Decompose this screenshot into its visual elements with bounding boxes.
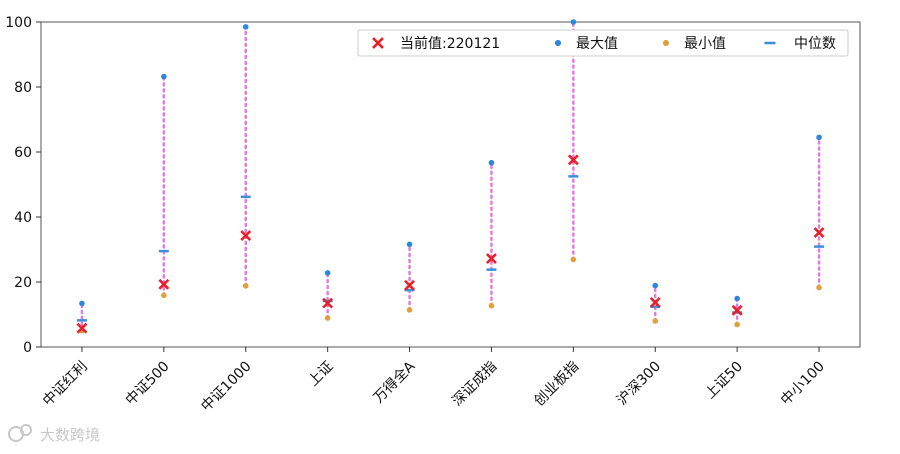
y-tick-label: 60	[14, 145, 32, 161]
min-point	[161, 292, 167, 299]
y-tick-label: 40	[14, 210, 32, 226]
min-point	[816, 284, 822, 291]
min-point	[652, 318, 659, 324]
watermark-text: 大数跨境	[40, 426, 100, 444]
max-point	[79, 300, 85, 307]
legend: 当前值:220121 最大值 最小值 中位数	[357, 29, 849, 57]
max-point	[652, 282, 659, 289]
y-tick-label: 20	[14, 275, 32, 291]
legend-label: 当前值:220121	[400, 35, 500, 52]
x-tick-label: 中证1000	[198, 359, 254, 415]
watermark: 大数跨境	[8, 424, 100, 444]
current-point-stroke	[404, 279, 415, 291]
chart-marks	[76, 19, 825, 334]
legend-marker	[554, 39, 562, 47]
max-point	[324, 270, 331, 276]
current-point	[158, 278, 170, 290]
max-point	[161, 73, 167, 80]
min-point	[488, 302, 495, 309]
min-point	[324, 315, 331, 321]
x-tick-label: 中证红利	[40, 359, 91, 410]
current-point-stroke	[813, 227, 825, 239]
current-point	[486, 253, 497, 265]
min-point	[406, 307, 413, 313]
plot-frame	[40, 21, 861, 348]
legend-marker	[372, 37, 384, 49]
current-point	[76, 322, 88, 334]
current-point-stroke	[486, 253, 497, 265]
max-point	[816, 134, 822, 141]
current-point	[731, 304, 743, 316]
min-point	[242, 283, 249, 289]
min-point	[734, 321, 740, 328]
x-tick-label: 上证50	[702, 359, 746, 403]
legend-marker-stroke	[372, 37, 384, 49]
max-point	[242, 24, 249, 30]
max-point	[570, 19, 577, 25]
max-point	[406, 241, 413, 248]
current-point-stroke	[649, 297, 661, 308]
current-point-stroke	[158, 278, 170, 290]
current-point-stroke	[567, 154, 579, 166]
x-tick-label: 中证500	[123, 359, 173, 409]
min-point	[570, 256, 577, 263]
current-point	[404, 279, 415, 291]
current-point-stroke	[322, 297, 334, 309]
plot-border	[40, 21, 861, 348]
legend-label: 最小值	[684, 36, 726, 52]
current-point	[240, 230, 252, 241]
max-point	[488, 159, 495, 166]
y-tick-label: 100	[5, 15, 32, 31]
x-tick-label: 深证成指	[449, 359, 500, 410]
legend-marker	[662, 39, 670, 47]
y-tick-label: 80	[14, 80, 32, 96]
range-lines	[80, 20, 821, 332]
current-point	[567, 154, 579, 166]
logo-icon	[8, 424, 32, 442]
current-point-stroke	[240, 230, 252, 241]
legend-label: 中位数	[794, 36, 836, 52]
legend-label: 最大值	[576, 36, 618, 52]
x-tick-label: 创业板指	[531, 359, 582, 410]
current-point-stroke	[76, 322, 88, 334]
x-tick-label: 万得全A	[370, 358, 419, 407]
x-tick-label: 上证	[305, 359, 336, 390]
current-point-stroke	[731, 304, 743, 316]
x-tick-label: 中小100	[778, 359, 828, 409]
current-point	[813, 227, 825, 239]
current-point	[649, 297, 661, 308]
current-point	[322, 297, 334, 309]
legend-box	[357, 29, 849, 57]
y-tick-label: 0	[23, 340, 32, 356]
y-axis: 0 20 40 60 80 100	[5, 15, 41, 356]
max-point	[734, 295, 740, 302]
x-axis: 中证红利 中证500 中证1000 上证 万得全A 深证成指 创业板指 沪深300 上证50 中小…	[40, 347, 828, 415]
x-tick-label: 沪深300	[614, 359, 664, 409]
